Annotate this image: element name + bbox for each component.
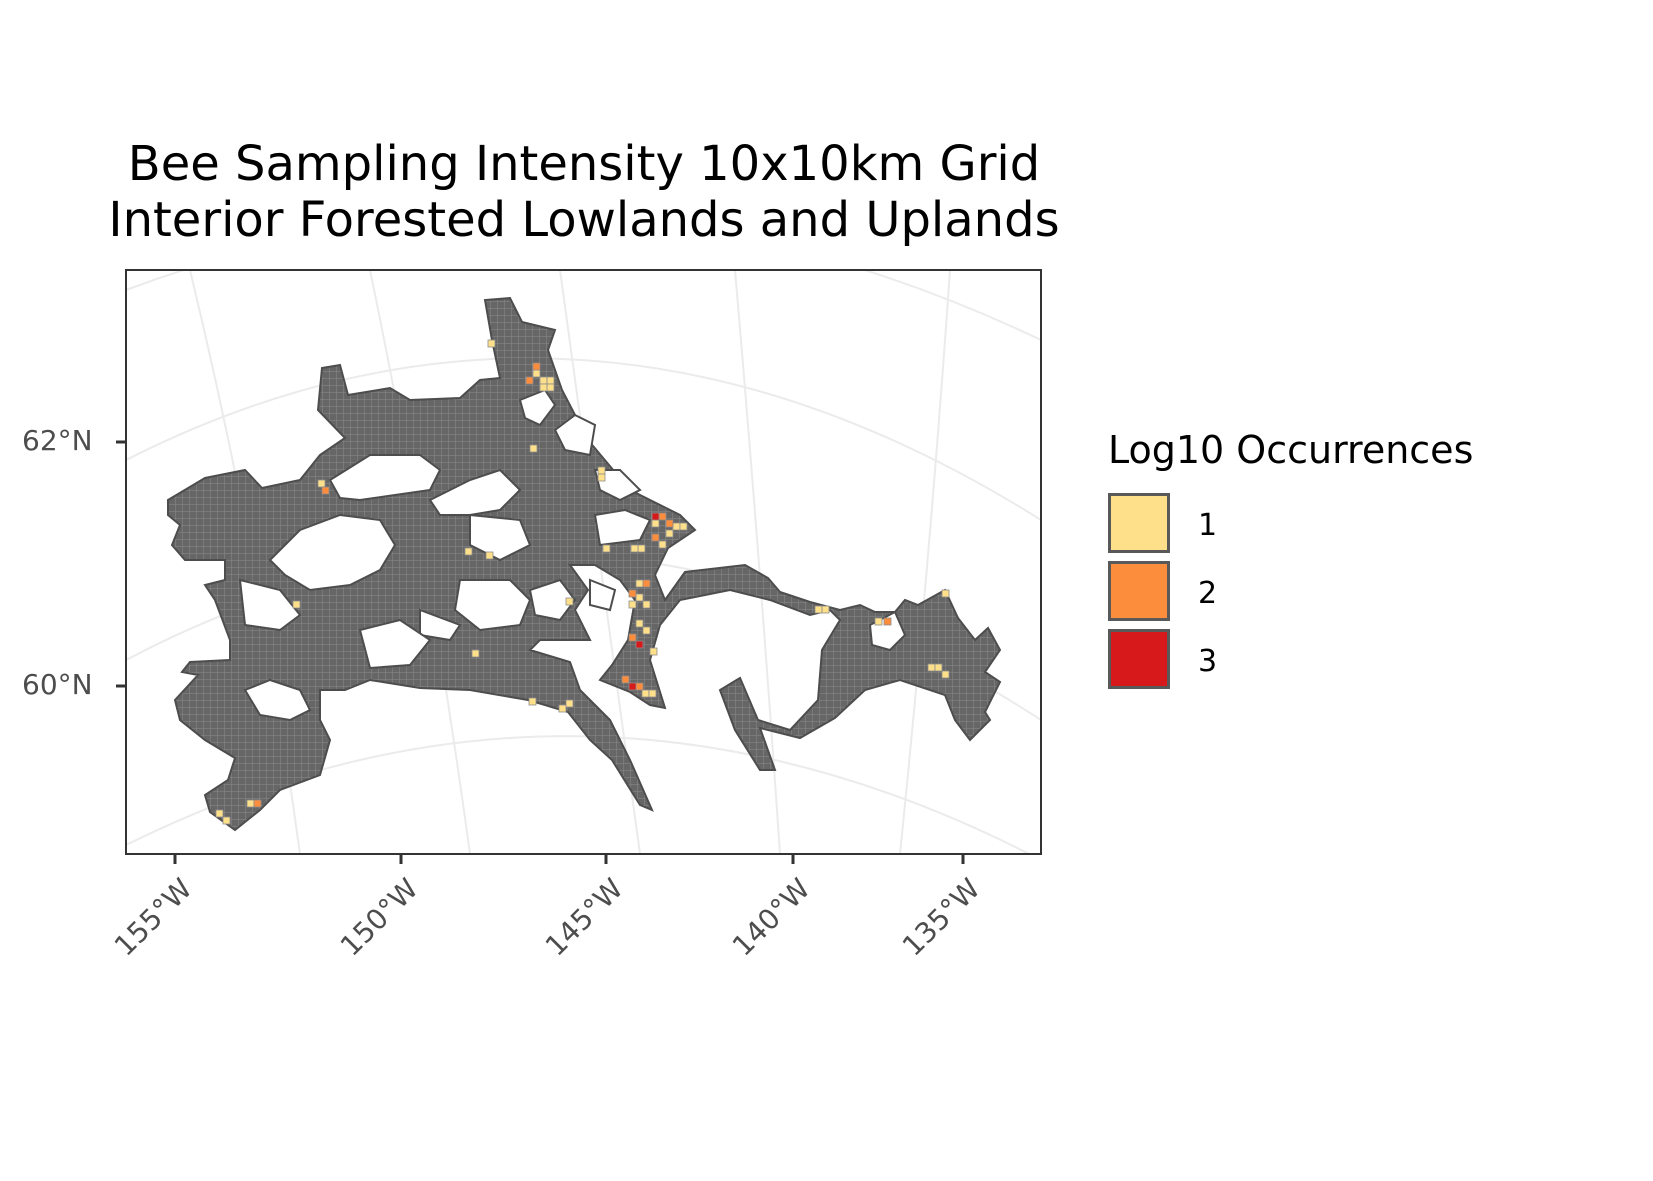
y-tick-label-60n: 60°N (22, 668, 93, 701)
cells-level-1 (215, 339, 950, 825)
panel-border (125, 269, 1042, 855)
legend-key-level-3 (1108, 629, 1170, 689)
chart-title-line-2: Interior Forested Lowlands and Uplands (108, 192, 1060, 248)
forest-region (167, 296, 1002, 832)
region-main (167, 296, 1002, 832)
y-tick-label-62n: 62°N (22, 424, 93, 457)
axis-ticks (116, 440, 965, 864)
cells-level-2 (253, 362, 892, 808)
region-gaps (238, 388, 907, 722)
legend-key-level-2 (1108, 561, 1170, 621)
occurrence-cells (215, 339, 950, 825)
legend-label-level-3: 3 (1198, 644, 1218, 679)
cells-level-3 (628, 512, 660, 691)
map-figure (116, 269, 1042, 864)
legend-title: Log10 Occurrences (1108, 428, 1474, 472)
legend-label-level-2: 2 (1198, 576, 1218, 611)
legend-label-level-1: 1 (1198, 508, 1218, 543)
legend-key-level-1 (1108, 493, 1170, 553)
chart-title-line-1: Bee Sampling Intensity 10x10km Grid (127, 136, 1041, 192)
